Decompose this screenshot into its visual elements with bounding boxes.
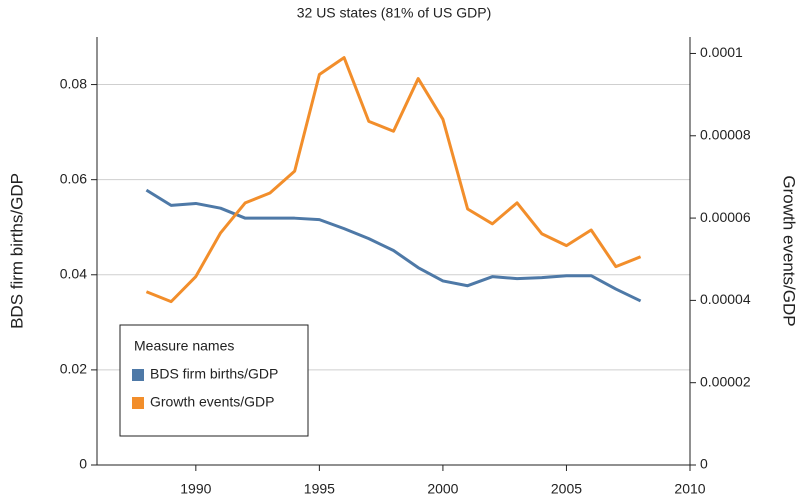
legend-title: Measure names bbox=[134, 338, 234, 354]
series-line bbox=[145, 188, 642, 303]
y2-tick-label: 0.00008 bbox=[700, 126, 751, 142]
legend-swatch bbox=[132, 397, 144, 409]
y-tick-label: 0.02 bbox=[60, 361, 87, 377]
y2-tick-label: 0 bbox=[700, 456, 708, 472]
y-tick-label: 0.06 bbox=[60, 170, 87, 186]
y2-tick-label: 0.00004 bbox=[700, 291, 751, 307]
legend-label: Growth events/GDP bbox=[150, 394, 275, 410]
y2-axis-label: Growth events/GDP bbox=[780, 175, 799, 326]
x-tick-label: 1990 bbox=[180, 481, 211, 497]
y2-tick-label: 0.0001 bbox=[700, 44, 743, 60]
legend-swatch bbox=[132, 369, 144, 381]
y2-tick-label: 0.00006 bbox=[700, 209, 751, 225]
legend-label: BDS firm births/GDP bbox=[150, 366, 278, 382]
y2-tick-label: 0.00002 bbox=[700, 373, 751, 389]
series-line bbox=[145, 56, 642, 304]
chart-title: 32 US states (81% of US GDP) bbox=[297, 5, 492, 21]
legend-box bbox=[119, 324, 309, 437]
x-tick-label: 2005 bbox=[551, 481, 582, 497]
x-tick-label: 2010 bbox=[674, 481, 705, 497]
y-tick-label: 0 bbox=[79, 456, 87, 472]
y-tick-label: 0.04 bbox=[60, 265, 87, 281]
y-axis-label: BDS firm births/GDP bbox=[7, 173, 26, 329]
x-tick-label: 1995 bbox=[304, 481, 335, 497]
x-tick-label: 2000 bbox=[427, 481, 458, 497]
y-tick-label: 0.08 bbox=[60, 75, 87, 91]
